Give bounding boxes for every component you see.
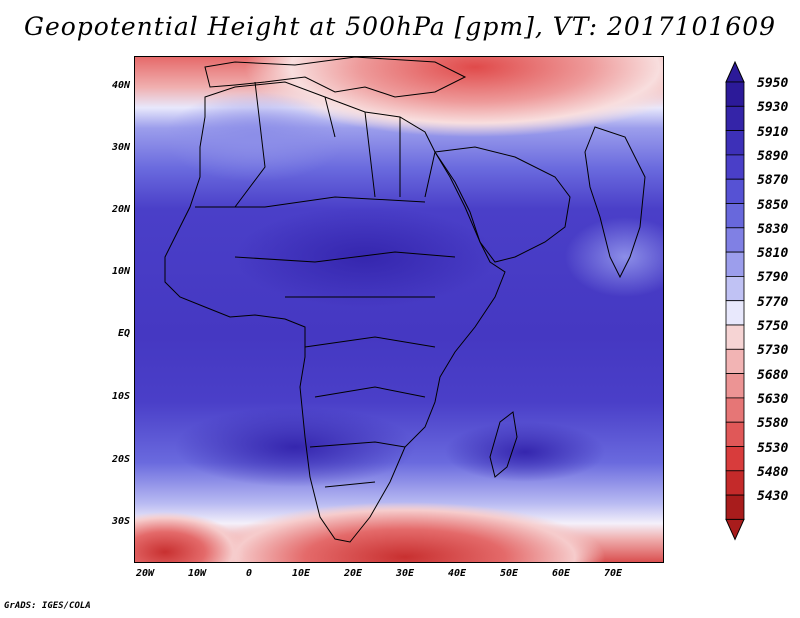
lat-label-10s: 10S bbox=[111, 391, 130, 402]
colorbar-box bbox=[725, 446, 745, 472]
colorbar-label: 5930 bbox=[757, 100, 789, 116]
colorbar-box bbox=[725, 300, 745, 326]
lon-label-40e: 40E bbox=[447, 568, 467, 579]
lon-label-20w: 20W bbox=[135, 568, 155, 579]
southern-high bbox=[175, 407, 415, 487]
europe bbox=[204, 57, 467, 98]
madagascar bbox=[489, 411, 518, 478]
colorbar-box bbox=[725, 203, 745, 229]
colorbar-arrow-top bbox=[725, 60, 745, 83]
map-title: Geopotential Height at 500hPa [gpm], VT:… bbox=[23, 12, 777, 41]
colorbar-label: 5730 bbox=[757, 343, 789, 359]
colorbar-label: 5530 bbox=[757, 440, 789, 456]
colorbar bbox=[725, 60, 745, 541]
lat-label-30n: 30N bbox=[111, 142, 130, 153]
lon-label-30e: 30E bbox=[395, 568, 415, 579]
colorbar-label: 5890 bbox=[757, 148, 789, 164]
colorbar-box bbox=[725, 227, 745, 253]
colorbar-label: 5770 bbox=[757, 294, 789, 310]
lon-label-0: 0 bbox=[245, 568, 253, 579]
high-south-west bbox=[135, 512, 245, 562]
grads-credit: GrADS: IGES/COLA bbox=[4, 601, 91, 611]
high-south bbox=[205, 502, 605, 562]
lat-label-10n: 10N bbox=[111, 266, 130, 277]
colorbar-box bbox=[725, 178, 745, 204]
map-panel bbox=[134, 56, 664, 563]
colorbar-label: 5430 bbox=[757, 489, 789, 505]
mediterranean-borders bbox=[234, 81, 436, 208]
lat-label-eq: EQ bbox=[117, 328, 130, 339]
colorbar-label: 5830 bbox=[757, 221, 789, 237]
colorbar-box bbox=[725, 130, 745, 156]
colorbar-box bbox=[725, 275, 745, 302]
colorbar-label: 5480 bbox=[757, 464, 789, 480]
lon-label-70e: 70E bbox=[603, 568, 623, 579]
lon-label-10w: 10W bbox=[187, 568, 207, 579]
ridge-north-east bbox=[245, 57, 663, 137]
sahel-high bbox=[235, 207, 495, 307]
colorbar-label: 5810 bbox=[757, 246, 789, 262]
colorbar-box bbox=[725, 348, 745, 374]
colorbar-box bbox=[725, 81, 745, 107]
colorbar-box bbox=[725, 105, 745, 131]
arabia bbox=[434, 146, 571, 263]
colorbar-box bbox=[725, 397, 745, 423]
colorbar-label: 5580 bbox=[757, 416, 789, 432]
colorbar-box bbox=[725, 373, 745, 399]
colorbar-arrow-bottom bbox=[725, 518, 745, 541]
colorbar-label: 5950 bbox=[757, 76, 789, 91]
lat-label-20s: 20S bbox=[111, 454, 130, 465]
lat-label-30s: 30S bbox=[111, 516, 130, 527]
sahara-trough bbox=[165, 92, 345, 182]
india bbox=[584, 126, 646, 279]
lat-label-20n: 20N bbox=[111, 204, 130, 215]
colorbar-box bbox=[725, 251, 745, 277]
colorbar-label: 5870 bbox=[757, 173, 789, 189]
country-borders bbox=[195, 196, 456, 488]
colorbar-label: 5850 bbox=[757, 197, 789, 213]
geopotential-map bbox=[135, 57, 663, 562]
colorbar-label: 5910 bbox=[757, 124, 789, 140]
colorbar-box bbox=[725, 324, 745, 350]
colorbar-box bbox=[725, 421, 745, 447]
coastlines bbox=[164, 57, 646, 543]
colorbar-label: 5790 bbox=[757, 270, 789, 286]
colorbar-box bbox=[725, 494, 745, 520]
lon-label-50e: 50E bbox=[499, 568, 519, 579]
colorbar-label: 5680 bbox=[757, 367, 789, 383]
lon-label-20e: 20E bbox=[343, 568, 363, 579]
madagascar-high bbox=[445, 422, 605, 482]
colorbar-label: 5630 bbox=[757, 391, 789, 407]
lat-label-40n: 40N bbox=[111, 80, 130, 91]
lon-label-60e: 60E bbox=[551, 568, 571, 579]
lon-label-10e: 10E bbox=[291, 568, 311, 579]
arabian-sea-trough bbox=[565, 217, 663, 297]
colorbar-label: 5750 bbox=[757, 319, 789, 334]
colorbar-box bbox=[725, 154, 745, 180]
colorbar-box bbox=[725, 470, 745, 496]
